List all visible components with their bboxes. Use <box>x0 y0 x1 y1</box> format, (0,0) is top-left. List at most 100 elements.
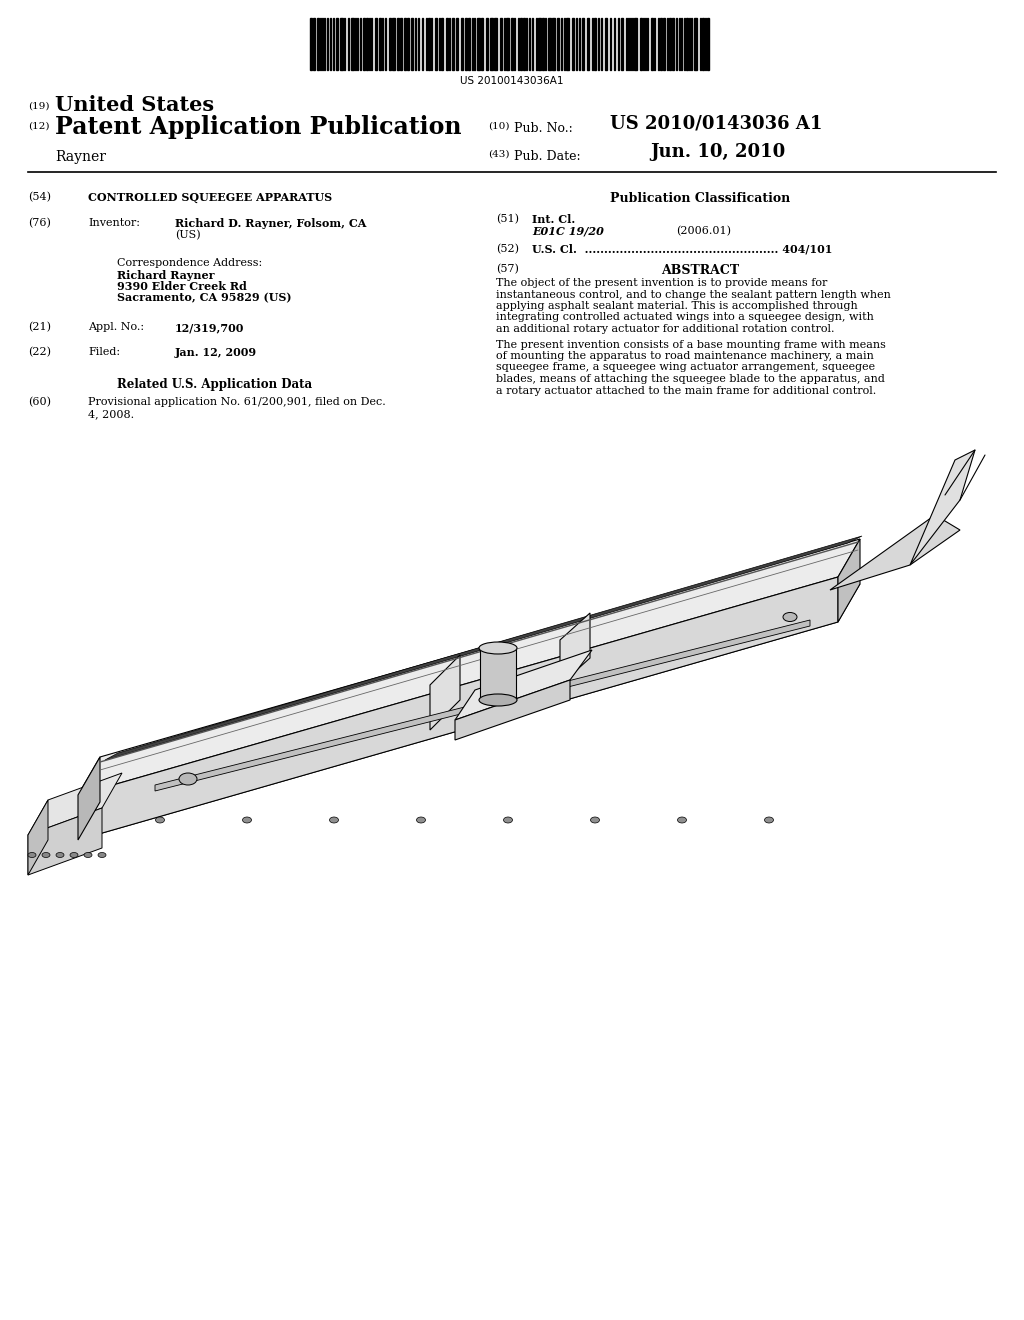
Bar <box>366 18 368 70</box>
Bar <box>500 18 502 70</box>
Text: E01C 19/20: E01C 19/20 <box>532 226 604 238</box>
Text: Int. Cl.: Int. Cl. <box>532 214 575 224</box>
Bar <box>477 18 480 70</box>
Ellipse shape <box>70 853 78 858</box>
Polygon shape <box>838 539 860 622</box>
Polygon shape <box>910 450 975 565</box>
Bar <box>481 18 483 70</box>
Text: (54): (54) <box>28 191 51 202</box>
Text: 9390 Elder Creek Rd: 9390 Elder Creek Rd <box>117 281 247 292</box>
Text: Jun. 10, 2010: Jun. 10, 2010 <box>650 143 785 161</box>
Text: Appl. No.:: Appl. No.: <box>88 322 144 333</box>
Text: blades, means of attaching the squeegee blade to the apparatus, and: blades, means of attaching the squeegee … <box>496 374 885 384</box>
Text: 4, 2008.: 4, 2008. <box>88 409 134 418</box>
Text: (US): (US) <box>175 230 201 240</box>
Bar <box>362 18 365 70</box>
Text: Rayner: Rayner <box>55 150 106 164</box>
Text: U.S. Cl.  .................................................. 404/101: U.S. Cl. ...............................… <box>532 244 833 255</box>
Ellipse shape <box>504 817 512 822</box>
Text: Sacramento, CA 95829 (US): Sacramento, CA 95829 (US) <box>117 292 292 304</box>
Bar <box>548 18 551 70</box>
Bar <box>317 18 319 70</box>
Bar <box>566 18 569 70</box>
Bar <box>651 18 653 70</box>
Text: applying asphalt sealant material. This is accomplished through: applying asphalt sealant material. This … <box>496 301 858 312</box>
Bar <box>621 18 623 70</box>
Text: (43): (43) <box>488 150 510 158</box>
Bar <box>461 18 463 70</box>
Text: Inventor:: Inventor: <box>88 218 140 228</box>
Polygon shape <box>455 680 570 741</box>
Bar <box>465 18 467 70</box>
Text: (57): (57) <box>496 264 519 275</box>
Ellipse shape <box>330 817 339 822</box>
Bar <box>379 18 381 70</box>
Ellipse shape <box>84 853 92 858</box>
Bar <box>351 18 354 70</box>
Bar <box>572 18 574 70</box>
Bar <box>605 18 607 70</box>
Bar <box>686 18 688 70</box>
Bar <box>313 18 315 70</box>
Bar <box>634 18 637 70</box>
Bar <box>663 18 665 70</box>
Bar <box>336 18 338 70</box>
Polygon shape <box>830 515 961 590</box>
Bar <box>538 18 541 70</box>
Text: Patent Application Publication: Patent Application Publication <box>55 115 462 139</box>
Bar <box>520 18 522 70</box>
Bar <box>486 18 488 70</box>
Bar <box>452 18 454 70</box>
Bar <box>389 18 391 70</box>
Text: (10): (10) <box>488 121 510 131</box>
Bar <box>511 18 513 70</box>
Text: Richard D. Rayner, Folsom, CA: Richard D. Rayner, Folsom, CA <box>175 218 367 228</box>
Bar <box>672 18 674 70</box>
Ellipse shape <box>417 817 426 822</box>
Text: US 20100143036A1: US 20100143036A1 <box>460 77 564 86</box>
Text: Richard Rayner: Richard Rayner <box>117 271 214 281</box>
Polygon shape <box>455 649 592 719</box>
Text: Related U.S. Application Data: Related U.S. Application Data <box>117 378 312 391</box>
Text: The present invention consists of a base mounting frame with means: The present invention consists of a base… <box>496 339 886 350</box>
Text: US 2010/0143036 A1: US 2010/0143036 A1 <box>610 115 822 133</box>
Text: Correspondence Address:: Correspondence Address: <box>117 257 262 268</box>
Text: a rotary actuator attached to the main frame for additional control.: a rotary actuator attached to the main f… <box>496 385 877 396</box>
Text: Jan. 12, 2009: Jan. 12, 2009 <box>175 347 257 358</box>
Text: squeegee frame, a squeegee wing actuator arrangement, squeegee: squeegee frame, a squeegee wing actuator… <box>496 363 876 372</box>
Text: Pub. No.:: Pub. No.: <box>514 121 572 135</box>
Ellipse shape <box>765 817 773 822</box>
Polygon shape <box>560 612 590 685</box>
Polygon shape <box>78 583 860 840</box>
Polygon shape <box>155 620 810 791</box>
Text: ABSTRACT: ABSTRACT <box>660 264 739 277</box>
Text: (51): (51) <box>496 214 519 224</box>
Bar <box>587 18 589 70</box>
Ellipse shape <box>42 853 50 858</box>
Text: Filed:: Filed: <box>88 347 120 356</box>
Polygon shape <box>430 655 460 730</box>
Polygon shape <box>105 536 862 760</box>
Bar <box>375 18 377 70</box>
Text: (22): (22) <box>28 347 51 358</box>
Ellipse shape <box>479 694 517 706</box>
Text: 12/319,700: 12/319,700 <box>175 322 245 333</box>
Ellipse shape <box>98 853 106 858</box>
Text: (2006.01): (2006.01) <box>676 226 731 236</box>
Text: (19): (19) <box>28 102 49 111</box>
Text: (21): (21) <box>28 322 51 333</box>
Bar <box>446 18 449 70</box>
Polygon shape <box>28 800 48 875</box>
Bar <box>557 18 559 70</box>
Text: instantaneous control, and to change the sealant pattern length when: instantaneous control, and to change the… <box>496 289 891 300</box>
Bar <box>441 18 443 70</box>
Polygon shape <box>28 808 102 875</box>
Ellipse shape <box>28 853 36 858</box>
Ellipse shape <box>156 817 165 822</box>
Text: (12): (12) <box>28 121 49 131</box>
Bar <box>523 18 525 70</box>
Polygon shape <box>78 539 860 795</box>
Bar <box>494 18 497 70</box>
Text: (60): (60) <box>28 397 51 408</box>
Bar <box>468 18 470 70</box>
